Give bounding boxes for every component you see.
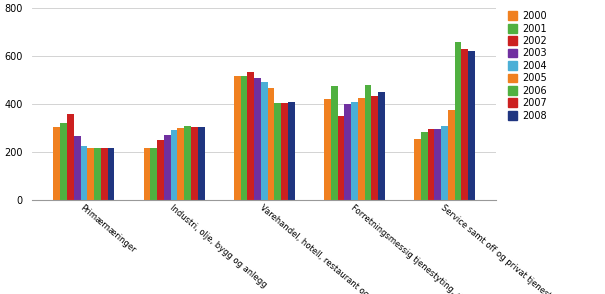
Bar [53,127,60,200]
Bar [143,148,151,200]
Bar [108,148,114,200]
Bar [281,103,288,200]
Bar [434,129,441,200]
Bar [177,128,184,200]
Bar [331,86,338,200]
Bar [241,76,247,200]
Bar [247,72,254,200]
Bar [171,131,177,200]
Bar [94,148,101,200]
Bar [324,99,331,200]
Bar [455,42,462,200]
Bar [261,83,267,200]
Bar [254,78,261,200]
Bar [441,126,448,200]
Bar [275,103,281,200]
Bar [191,127,198,200]
Bar [288,102,295,200]
Bar [80,146,87,200]
Bar [378,92,385,200]
Bar [87,148,94,200]
Bar [267,88,275,200]
Bar [338,116,344,200]
Bar [151,148,157,200]
Bar [60,123,67,200]
Bar [344,104,351,200]
Bar [67,114,74,200]
Legend: 2000, 2001, 2002, 2003, 2004, 2005, 2006, 2007, 2008: 2000, 2001, 2002, 2003, 2004, 2005, 2006… [506,9,549,123]
Bar [234,76,241,200]
Bar [448,110,455,200]
Bar [164,135,171,200]
Bar [428,129,434,200]
Bar [371,96,378,200]
Bar [184,126,191,200]
Bar [157,140,164,200]
Bar [351,102,358,200]
Bar [468,51,475,200]
Bar [74,136,80,200]
Bar [358,98,365,200]
Bar [414,139,421,200]
Bar [101,148,108,200]
Bar [365,85,371,200]
Bar [421,132,428,200]
Bar [198,127,204,200]
Bar [462,49,468,200]
